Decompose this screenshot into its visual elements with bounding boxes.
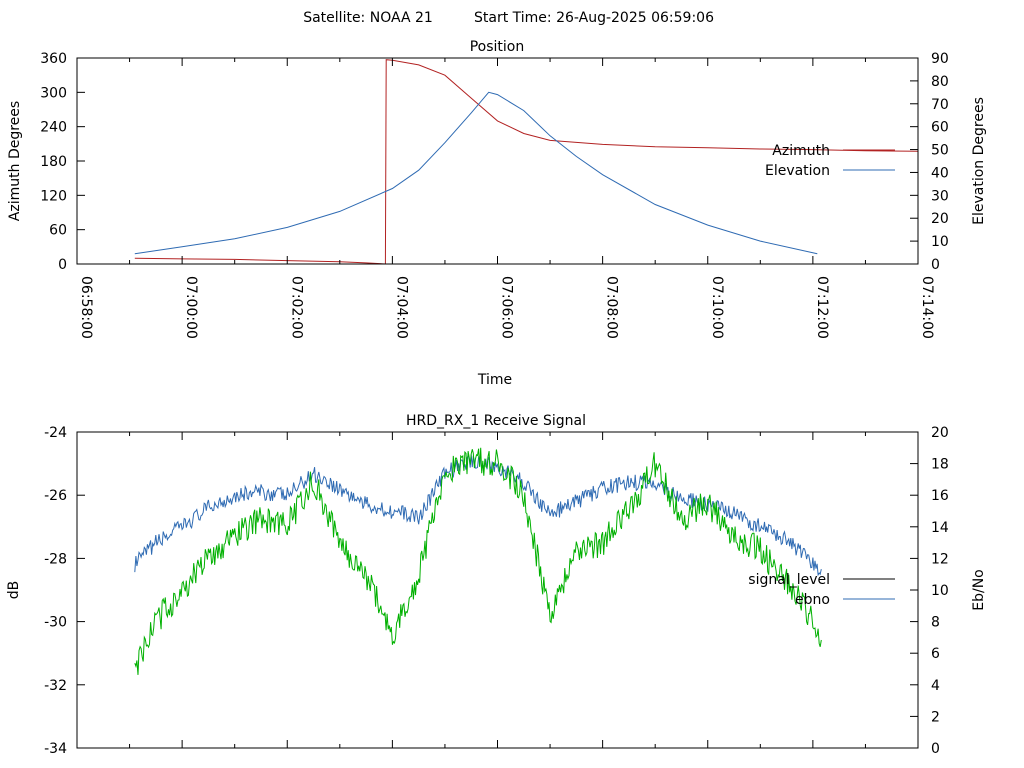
y2-tick-label: 10 <box>931 583 949 599</box>
x-tick-label: 06:58:00 <box>78 276 94 339</box>
y-tick-label: -34 <box>44 741 67 757</box>
header-start-time: Start Time: 26-Aug-2025 06:59:06 <box>474 10 714 26</box>
y-tick-label: 120 <box>40 188 67 204</box>
y2-tick-label: 0 <box>931 257 940 273</box>
y2-tick-label: 0 <box>931 741 940 757</box>
y-tick-label: 360 <box>40 51 67 67</box>
y-tick-label: 0 <box>58 257 67 273</box>
y2-tick-label: 30 <box>931 188 949 204</box>
signal-plot-frame <box>76 431 919 749</box>
x-tick-label: 07:10:00 <box>709 276 725 339</box>
x-tick-label: 07:12:00 <box>814 276 830 339</box>
x-tick-label: 07:04:00 <box>393 276 409 339</box>
position-x-axis-label: Time <box>477 372 512 388</box>
legend-label-azimuth: Azimuth <box>772 143 830 159</box>
y2-tick-label: 8 <box>931 615 940 631</box>
y2-tick-label: 90 <box>931 51 949 67</box>
position-chart: Position Azimuth Elevation 06:58:00 07:00:… <box>7 39 987 388</box>
y2-tick-label: 20 <box>931 211 949 227</box>
y-tick-label: -30 <box>44 615 67 631</box>
x-tick-label: 07:00:00 <box>183 276 199 339</box>
series-line-elevation <box>134 91 818 255</box>
position-y2-axis-label: Elevation Degrees <box>971 97 987 225</box>
y2-tick-label: 2 <box>931 709 940 725</box>
signal-y-axis-label: dB <box>6 581 22 600</box>
x-tick-label: 07:06:00 <box>499 276 515 339</box>
y-tick-label: 300 <box>40 85 67 101</box>
position-y-axis-label: Azimuth Degrees <box>7 101 23 221</box>
x-tick-label: 07:08:00 <box>604 276 620 339</box>
y2-tick-label: 60 <box>931 120 949 136</box>
y2-tick-label: 6 <box>931 646 940 662</box>
series-line-signal-level <box>134 454 822 577</box>
legend-label-elevation: Elevation <box>765 163 830 179</box>
position-plot-frame <box>76 57 919 265</box>
y2-tick-label: 50 <box>931 143 949 159</box>
y-tick-label: 180 <box>40 154 67 170</box>
signal-title: HRD_RX_1 Receive Signal <box>406 413 586 429</box>
y-tick-label: -32 <box>44 678 67 694</box>
signal-chart: HRD_RX_1 Receive Signal signal_levelebno… <box>6 413 987 757</box>
signal-y2-axis-label: Eb/No <box>971 569 987 611</box>
y2-tick-label: 18 <box>931 457 949 473</box>
y2-tick-label: 14 <box>931 520 949 536</box>
y2-tick-label: 20 <box>931 425 949 441</box>
y-tick-label: 240 <box>40 120 67 136</box>
y2-tick-label: 16 <box>931 488 949 504</box>
y2-tick-label: 4 <box>931 678 940 694</box>
y2-tick-label: 80 <box>931 74 949 90</box>
header-satellite: Satellite: NOAA 21 <box>303 10 433 26</box>
y2-tick-label: 40 <box>931 165 949 181</box>
legend-label-signal-level: signal_level <box>748 572 830 588</box>
series-line-ebno <box>134 447 822 675</box>
y-tick-label: -24 <box>44 425 67 441</box>
y-tick-label: 60 <box>49 223 67 239</box>
y-tick-label: -28 <box>44 551 67 567</box>
legend-label-ebno: ebno <box>795 592 830 608</box>
y2-tick-label: 10 <box>931 234 949 250</box>
x-tick-label: 07:02:00 <box>288 276 304 339</box>
series-line-azimuth <box>134 59 919 265</box>
y2-tick-label: 70 <box>931 97 949 113</box>
y2-tick-label: 12 <box>931 551 949 567</box>
position-title: Position <box>470 39 525 55</box>
y-tick-label: -26 <box>44 488 67 504</box>
x-tick-label: 07:14:00 <box>919 276 935 339</box>
